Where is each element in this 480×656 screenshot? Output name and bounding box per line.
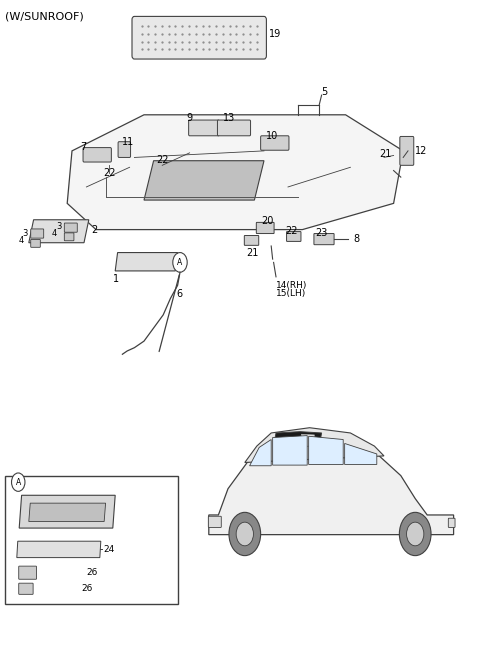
FancyBboxPatch shape — [31, 239, 40, 247]
Circle shape — [173, 253, 187, 272]
Polygon shape — [29, 503, 106, 522]
Text: A: A — [178, 258, 182, 267]
Polygon shape — [345, 443, 377, 464]
FancyBboxPatch shape — [400, 136, 414, 165]
Text: 3: 3 — [57, 222, 62, 232]
Text: 22: 22 — [103, 167, 116, 178]
Text: 8: 8 — [354, 234, 360, 244]
Text: (W/SUNROOF): (W/SUNROOF) — [5, 11, 84, 22]
FancyBboxPatch shape — [19, 583, 33, 594]
Text: 20: 20 — [262, 216, 274, 226]
Text: 4: 4 — [18, 236, 24, 245]
Polygon shape — [250, 440, 271, 466]
FancyBboxPatch shape — [208, 516, 221, 527]
Text: 7: 7 — [81, 142, 87, 152]
Text: 9: 9 — [186, 113, 192, 123]
Text: 2: 2 — [91, 224, 97, 235]
Text: A: A — [16, 478, 21, 487]
FancyBboxPatch shape — [287, 232, 301, 241]
FancyBboxPatch shape — [5, 476, 178, 604]
Text: 22: 22 — [286, 226, 298, 236]
Text: 24: 24 — [103, 544, 114, 554]
Circle shape — [399, 512, 431, 556]
Polygon shape — [115, 253, 178, 271]
Text: 5: 5 — [322, 87, 328, 97]
FancyBboxPatch shape — [31, 229, 44, 238]
FancyBboxPatch shape — [314, 234, 334, 245]
FancyBboxPatch shape — [64, 233, 74, 241]
Text: 21: 21 — [246, 247, 259, 258]
Polygon shape — [245, 428, 384, 462]
Text: 13: 13 — [223, 113, 236, 123]
Text: 23: 23 — [315, 228, 328, 238]
Polygon shape — [19, 495, 115, 528]
FancyBboxPatch shape — [118, 142, 131, 157]
FancyBboxPatch shape — [448, 518, 455, 527]
Text: 15(LH): 15(LH) — [276, 289, 306, 298]
Polygon shape — [144, 161, 264, 200]
Circle shape — [407, 522, 424, 546]
Polygon shape — [300, 434, 314, 446]
Text: 12: 12 — [415, 146, 428, 156]
FancyBboxPatch shape — [256, 222, 274, 234]
FancyBboxPatch shape — [189, 120, 219, 136]
FancyBboxPatch shape — [19, 566, 36, 579]
Text: 4: 4 — [52, 229, 57, 238]
Polygon shape — [29, 220, 89, 243]
FancyBboxPatch shape — [132, 16, 266, 59]
Text: 26: 26 — [86, 568, 98, 577]
Circle shape — [236, 522, 253, 546]
Polygon shape — [17, 541, 101, 558]
Text: 14(RH): 14(RH) — [276, 281, 307, 290]
Text: 6: 6 — [177, 289, 183, 299]
Circle shape — [229, 512, 261, 556]
Text: 1: 1 — [113, 274, 119, 285]
Polygon shape — [209, 440, 454, 535]
Text: 26: 26 — [82, 584, 93, 593]
Polygon shape — [309, 436, 343, 464]
Text: 22: 22 — [156, 155, 168, 165]
FancyBboxPatch shape — [83, 148, 111, 162]
FancyBboxPatch shape — [244, 236, 259, 245]
Polygon shape — [67, 115, 403, 230]
Text: 3: 3 — [23, 229, 28, 238]
FancyBboxPatch shape — [217, 120, 251, 136]
Polygon shape — [273, 436, 307, 465]
Text: 10: 10 — [266, 131, 279, 141]
Circle shape — [12, 473, 25, 491]
Polygon shape — [274, 432, 322, 446]
Text: 19: 19 — [269, 29, 281, 39]
FancyBboxPatch shape — [64, 223, 77, 232]
FancyBboxPatch shape — [261, 136, 289, 150]
Text: 11: 11 — [122, 136, 135, 147]
Text: 21: 21 — [379, 149, 392, 159]
